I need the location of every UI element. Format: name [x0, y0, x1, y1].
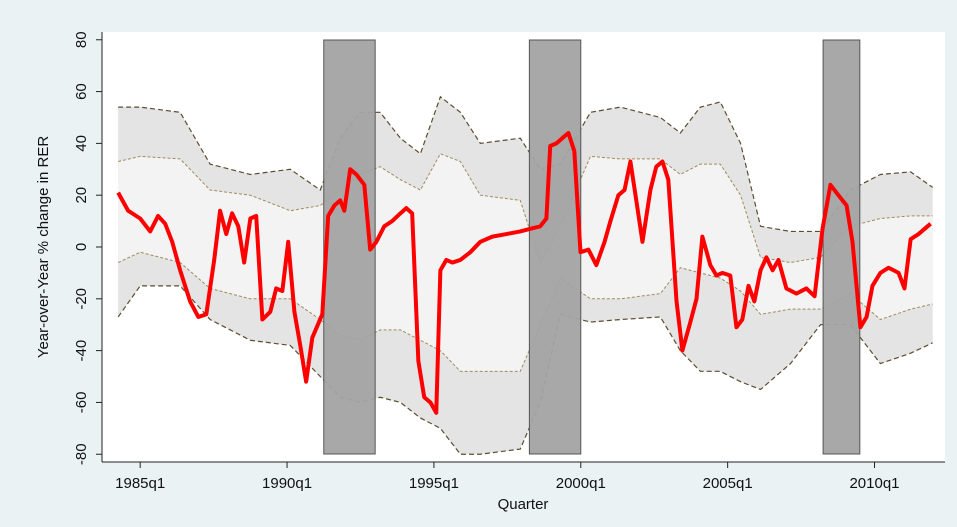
x-axis-title: Quarter [498, 496, 549, 513]
y-tick-label: -40 [73, 340, 90, 362]
y-tick-label: 40 [73, 135, 90, 152]
lines [116, 131, 932, 415]
x-tick-label: 2005q1 [703, 475, 753, 492]
x-tick-label: 1990q1 [262, 475, 312, 492]
y-tick-label: -20 [73, 288, 90, 310]
x-tick-label: 2010q1 [849, 475, 899, 492]
x-tick-label: 1985q1 [115, 475, 165, 492]
shaded-period [323, 39, 376, 455]
axes: -80 -60 -40 -20 0 20 40 60 80 1985q1 1990q1 1995q1 2… [73, 31, 945, 492]
shaded-period [528, 39, 582, 455]
y-tick-label: 0 [73, 243, 90, 251]
y-tick-label: -60 [73, 392, 90, 414]
y-axis-title: Year-over-Year % change in RER [35, 136, 52, 359]
x-tick-label: 1995q1 [409, 475, 459, 492]
y-tick-label: 80 [73, 31, 90, 48]
y-tick-label: -80 [73, 443, 90, 465]
y-tick-label: 60 [73, 83, 90, 100]
y-tick-label: 20 [73, 187, 90, 204]
data-line [116, 131, 932, 415]
x-tick-label: 2000q1 [556, 475, 606, 492]
